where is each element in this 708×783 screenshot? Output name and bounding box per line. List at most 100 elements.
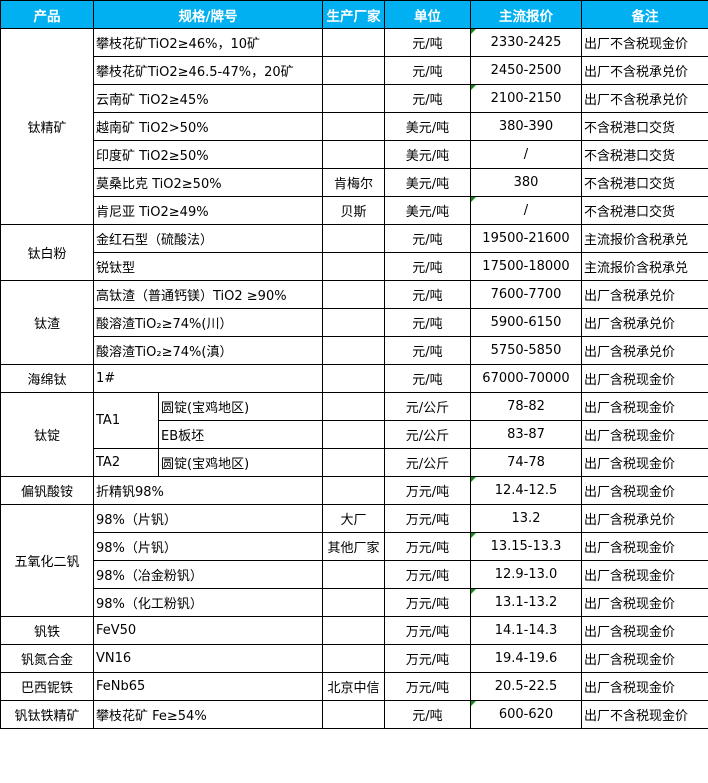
spec-cell: 肯尼亚 TiO2≥49% — [93, 196, 323, 225]
price-cell: 17500-18000 — [470, 252, 582, 281]
note-cell: 出厂含税现金价 — [581, 588, 708, 617]
price-cell: 20.5-22.5 — [470, 672, 582, 701]
spec-cell: 攀枝花矿 Fe≥54% — [93, 700, 323, 729]
maker-cell: 肯梅尔 — [322, 168, 385, 197]
price-cell: 74-78 — [470, 448, 582, 477]
note-cell: 出厂含税现金价 — [581, 448, 708, 477]
note-cell: 不含税港口交货 — [581, 112, 708, 141]
price-cell: 12.9-13.0 — [470, 560, 582, 589]
spec-cell: 98%（化工粉钒） — [93, 588, 323, 617]
maker-cell — [322, 700, 385, 729]
table-row: 钛白粉 金红石型（硫酸法） 元/吨 19500-21600 主流报价含税承兑 — [0, 224, 708, 281]
unit-cell: 万元/吨 — [384, 476, 471, 505]
table-row: 莫桑比克 TiO2≥50% 肯梅尔 美元/吨 380 不含税港口交货 — [1, 168, 708, 197]
unit-cell: 元/吨 — [384, 280, 471, 309]
table-body: 钛精矿 攀枝花矿TiO2≥46%，10矿 元/吨 2330-2425 出厂不含税现金价攀… — [0, 28, 708, 729]
maker-cell — [322, 448, 385, 477]
price-cell: 5750-5850 — [470, 336, 582, 365]
unit-cell: 元/吨 — [384, 336, 471, 365]
table-row: 越南矿 TiO2>50% 美元/吨 380-390 不含税港口交货 — [1, 112, 708, 141]
spec-cell: 云南矿 TiO2≥45% — [93, 84, 323, 113]
maker-cell: 贝斯 — [322, 196, 385, 225]
note-cell: 出厂含税现金价 — [581, 364, 708, 393]
spec-cell: 1# — [93, 364, 323, 393]
unit-cell: 美元/吨 — [384, 196, 471, 225]
table-row: 钛精矿 攀枝花矿TiO2≥46%，10矿 元/吨 2330-2425 出厂不含税现金价 — [0, 28, 708, 225]
product-cell: 偏钒酸铵 — [0, 476, 94, 505]
unit-cell: 元/吨 — [384, 56, 471, 85]
unit-cell: 元/吨 — [384, 364, 471, 393]
note-cell: 出厂含税现金价 — [581, 644, 708, 673]
spec-cell: 印度矿 TiO2≥50% — [93, 140, 323, 169]
note-cell: 主流报价含税承兑 — [581, 224, 708, 253]
spec-cell: FeV50 — [93, 616, 323, 645]
unit-cell: 万元/吨 — [384, 588, 471, 617]
maker-cell — [322, 308, 385, 337]
product-cell: 钒钛铁精矿 — [0, 700, 94, 729]
product-cell: 钒氮合金 — [0, 644, 94, 673]
note-cell: 出厂不含税承兑价 — [581, 56, 708, 85]
price-cell: 13.2 — [470, 504, 582, 533]
spec-cell: 金红石型（硫酸法） — [93, 224, 323, 253]
note-cell: 出厂不含税现金价 — [581, 700, 708, 729]
header-maker: 生产厂家 — [322, 0, 385, 29]
maker-cell: 北京中信 — [322, 672, 385, 701]
note-cell: 出厂不含税现金价 — [581, 28, 708, 57]
grade-cell: TA1 — [93, 392, 159, 449]
unit-cell: 元/吨 — [384, 224, 471, 253]
price-cell: 2330-2425 — [470, 28, 582, 57]
unit-cell: 美元/吨 — [384, 112, 471, 141]
table-row: 偏钒酸铵 折精钒98% 万元/吨 12.4-12.5 出厂含税现金价 — [0, 476, 708, 505]
spec-cell: 98%（冶金粉钒） — [93, 560, 323, 589]
unit-cell: 万元/吨 — [384, 560, 471, 589]
maker-cell — [322, 140, 385, 169]
note-cell: 出厂含税现金价 — [581, 532, 708, 561]
maker-cell — [322, 420, 385, 449]
unit-cell: 美元/吨 — [384, 168, 471, 197]
price-cell: 19.4-19.6 — [470, 644, 582, 673]
price-cell: 380-390 — [470, 112, 582, 141]
unit-cell: 元/吨 — [384, 28, 471, 57]
spec-cell: 莫桑比克 TiO2≥50% — [93, 168, 323, 197]
table-row: 钒氮合金 VN16 万元/吨 19.4-19.6 出厂含税现金价 — [0, 644, 708, 673]
spec-cell: 圆锭(宝鸡地区) — [158, 448, 323, 477]
table-row: 锐钛型 元/吨 17500-18000 主流报价含税承兑 — [1, 252, 708, 281]
header-note: 备注 — [581, 0, 708, 29]
price-cell: 67000-70000 — [470, 364, 582, 393]
price-cell: 83-87 — [470, 420, 582, 449]
spec-cell: 98%（片钒） — [93, 532, 323, 561]
price-cell: 12.4-12.5 — [470, 476, 582, 505]
price-cell: 2450-2500 — [470, 56, 582, 85]
unit-cell: 元/吨 — [384, 252, 471, 281]
maker-cell — [322, 616, 385, 645]
table-row: 巴西铌铁 FeNb65 北京中信 万元/吨 20.5-22.5 出厂含税现金价 — [0, 672, 708, 701]
maker-cell — [322, 588, 385, 617]
table-row: 钒钛铁精矿 攀枝花矿 Fe≥54% 元/吨 600-620 出厂不含税现金价 — [0, 700, 708, 729]
table-row: 98%（化工粉钒） 万元/吨 13.1-13.2 出厂含税现金价 — [1, 588, 708, 617]
product-cell: 钛白粉 — [0, 224, 94, 281]
unit-cell: 元/吨 — [384, 84, 471, 113]
table-row: TA2 圆锭(宝鸡地区) 元/公斤 74-78 出厂含税现金价 — [1, 448, 708, 477]
table-row: 印度矿 TiO2≥50% 美元/吨 / 不含税港口交货 — [1, 140, 708, 169]
maker-cell: 其他厂家 — [322, 532, 385, 561]
maker-cell — [322, 392, 385, 421]
note-cell: 出厂含税现金价 — [581, 420, 708, 449]
table-row: 攀枝花矿TiO2≥46.5-47%，20矿 元/吨 2450-2500 出厂不含税承兑… — [1, 56, 708, 85]
note-cell: 出厂不含税承兑价 — [581, 84, 708, 113]
product-cell: 钛锭 — [0, 392, 94, 477]
note-cell: 出厂含税承兑价 — [581, 280, 708, 309]
price-cell: 380 — [470, 168, 582, 197]
spec-cell: 攀枝花矿TiO2≥46.5-47%，20矿 — [93, 56, 323, 85]
table-row: 肯尼亚 TiO2≥49% 贝斯 美元/吨 / 不含税港口交货 — [1, 196, 708, 225]
maker-cell — [322, 560, 385, 589]
note-cell: 出厂含税承兑价 — [581, 336, 708, 365]
price-table: 产品 规格/牌号 生产厂家 单位 主流报价 备注 钛精矿 攀枝花矿TiO2≥46%… — [0, 0, 708, 729]
unit-cell: 万元/吨 — [384, 672, 471, 701]
spec-cell: 酸溶渣TiO₂≥74%(滇） — [93, 336, 323, 365]
spec-cell: VN16 — [93, 644, 323, 673]
note-cell: 出厂含税现金价 — [581, 476, 708, 505]
spec-cell: 锐钛型 — [93, 252, 323, 281]
maker-cell — [322, 252, 385, 281]
table-row: 海绵钛 1# 元/吨 67000-70000 出厂含税现金价 — [0, 364, 708, 393]
note-cell: 出厂含税承兑价 — [581, 504, 708, 533]
